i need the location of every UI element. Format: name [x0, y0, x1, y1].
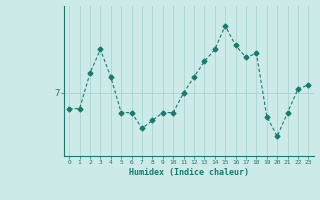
X-axis label: Humidex (Indice chaleur): Humidex (Indice chaleur): [129, 168, 249, 177]
